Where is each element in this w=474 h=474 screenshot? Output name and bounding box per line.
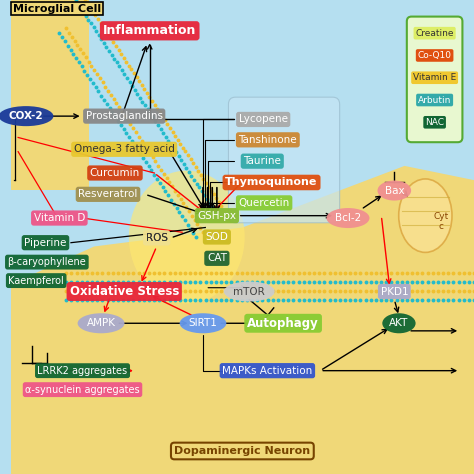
Text: PKD1: PKD1: [381, 286, 408, 297]
Text: mTOR: mTOR: [233, 286, 265, 297]
Polygon shape: [11, 0, 90, 190]
Text: Cyt
c: Cyt c: [433, 212, 448, 231]
Text: Prostaglandins: Prostaglandins: [86, 111, 163, 121]
Text: COX-2: COX-2: [9, 111, 43, 121]
FancyBboxPatch shape: [11, 0, 474, 474]
Text: AKT: AKT: [389, 318, 409, 328]
Text: Arbutin: Arbutin: [418, 96, 451, 104]
Text: Oxidative Stress: Oxidative Stress: [70, 285, 179, 298]
Text: Thymoquinone: Thymoquinone: [225, 177, 318, 188]
Text: SIRT1: SIRT1: [189, 318, 218, 328]
Text: Kaempferol: Kaempferol: [9, 275, 64, 286]
Text: AMPK: AMPK: [87, 318, 116, 328]
Text: SOD: SOD: [205, 232, 228, 242]
Text: Co-Q10: Co-Q10: [418, 51, 452, 60]
Text: LRRK2 aggregates: LRRK2 aggregates: [37, 365, 128, 376]
Text: ROS: ROS: [146, 233, 168, 243]
Text: Vitamin D: Vitamin D: [34, 213, 85, 223]
Polygon shape: [11, 166, 474, 474]
Text: Taurine: Taurine: [243, 156, 281, 166]
Text: Omega-3 fatty acid: Omega-3 fatty acid: [74, 144, 174, 155]
Text: Tanshinone: Tanshinone: [238, 135, 297, 145]
Ellipse shape: [129, 171, 245, 303]
Text: Vitamin E: Vitamin E: [413, 73, 456, 82]
Text: Bax: Bax: [384, 185, 404, 196]
Text: Inflammation: Inflammation: [103, 24, 196, 37]
Text: Piperine: Piperine: [24, 237, 67, 248]
Text: Resveratrol: Resveratrol: [78, 189, 138, 200]
Text: α-synuclein aggregates: α-synuclein aggregates: [25, 384, 140, 395]
Text: Bcl-2: Bcl-2: [335, 213, 361, 223]
FancyBboxPatch shape: [228, 97, 340, 223]
Text: Quercetin: Quercetin: [238, 198, 290, 208]
Text: MAPKs Activation: MAPKs Activation: [222, 365, 312, 376]
Ellipse shape: [399, 179, 452, 252]
Text: Lycopene: Lycopene: [239, 114, 288, 125]
Text: β-caryophyllene: β-caryophyllene: [8, 257, 86, 267]
Text: CAT: CAT: [207, 253, 227, 264]
Text: Creatine: Creatine: [415, 29, 454, 37]
Text: Autophagy: Autophagy: [247, 317, 319, 330]
Text: ROS: ROS: [146, 233, 168, 243]
Text: Curcumin: Curcumin: [90, 168, 140, 178]
FancyBboxPatch shape: [407, 17, 463, 142]
Text: Microglial Cell: Microglial Cell: [13, 4, 101, 14]
Text: GSH-px: GSH-px: [197, 210, 237, 221]
Text: NAC: NAC: [425, 118, 444, 127]
Text: Dopaminergic Neuron: Dopaminergic Neuron: [174, 446, 310, 456]
